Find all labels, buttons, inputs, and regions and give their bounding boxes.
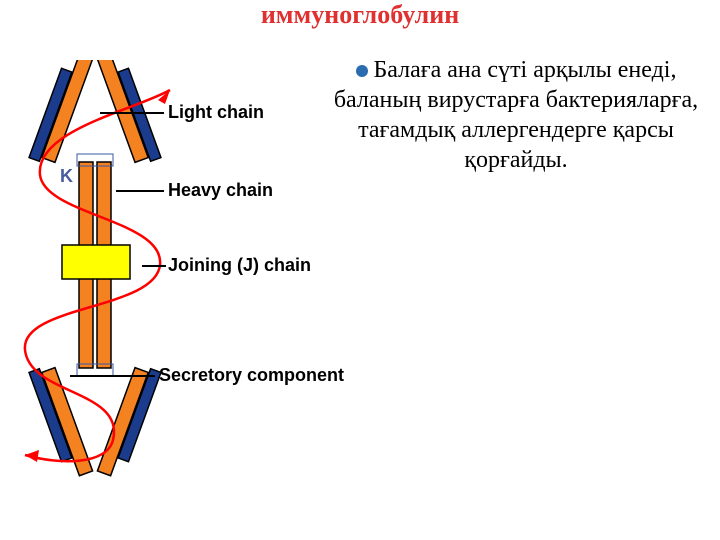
label-light: Light chain [168,102,264,123]
k-letter: K [60,166,73,186]
label-heavy: Heavy chain [168,180,273,201]
label-joining: Joining (J) chain [168,255,311,276]
label-secretory: Secretory component [159,365,344,386]
heavy-stem-BL [79,267,93,368]
body-text: Балаға ана сүті арқылы енеді, баланың ви… [320,55,712,175]
leader-joining [142,265,166,267]
body-content: Балаға ана сүті арқылы енеді, баланың ви… [334,57,698,173]
j-chain [62,245,130,279]
secretory-arrow-bottom [25,450,39,462]
heavy-stem-BR [97,267,111,368]
leader-light [100,112,164,114]
page-title: иммуноглобулин [0,0,720,30]
leader-secretory [70,375,155,377]
diagram-svg: K [0,60,345,530]
slide: иммуноглобулин Балаға ана сүті арқылы ен… [0,0,720,540]
title-text: иммуноглобулин [261,0,459,29]
bullet-icon [356,65,368,77]
leader-heavy [116,190,164,192]
iga-dimer-diagram: K Light chain Heavy chain Joining (J) chai… [0,60,345,530]
